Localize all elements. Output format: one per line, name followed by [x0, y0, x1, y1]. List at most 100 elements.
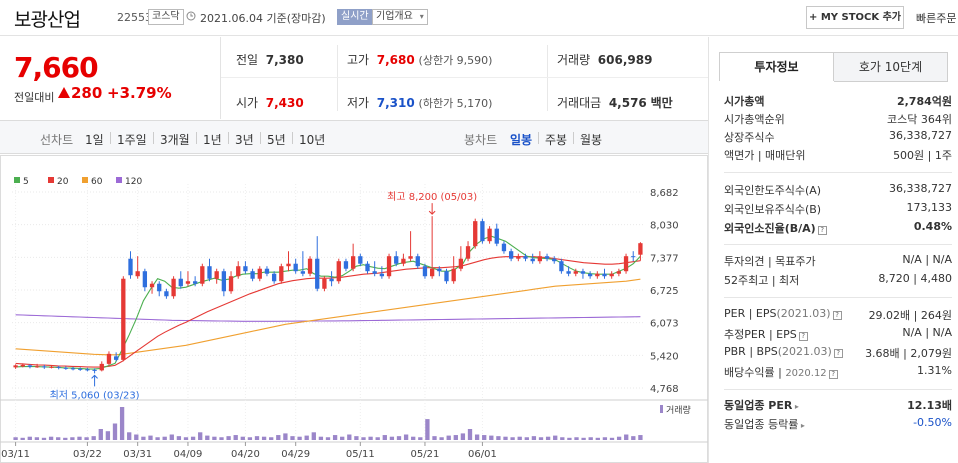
candle-body: [13, 365, 18, 368]
quick-order-link[interactable]: 빠른주문: [916, 12, 957, 25]
candle-body: [386, 256, 392, 277]
tab-3year[interactable]: 3년: [235, 133, 254, 147]
tab-5year[interactable]: 5년: [267, 133, 286, 147]
current-price: 7,660: [14, 51, 99, 84]
volume-bar: [517, 436, 522, 440]
volume-bar: [297, 436, 302, 440]
volume-bar: [503, 436, 508, 440]
stock-candle-chart[interactable]: 5 20 60 120 8,682 8,030 7,377 6,725 6,073 5,420 4,…: [0, 155, 708, 463]
help-icon[interactable]: ?: [833, 349, 843, 358]
clock-icon: [186, 11, 196, 24]
volume-bar: [155, 437, 160, 440]
volume-bar: [354, 436, 359, 440]
price-change: 280: [58, 84, 102, 102]
volume-bar: [616, 436, 622, 440]
candle-body: [343, 261, 349, 269]
tab-monthly[interactable]: 월봉: [580, 133, 603, 147]
prev-close: 전일 7,380: [236, 53, 304, 67]
estimated-per-row: 추정PER | EPS? N/A | N/A: [724, 326, 952, 341]
candle-body: [365, 263, 370, 272]
candle-body: [480, 221, 485, 242]
volume-bar: [496, 436, 501, 440]
stock-header: [0, 0, 958, 36]
volume-bar: [332, 435, 338, 440]
legend-swatch: [82, 177, 88, 183]
tab-1week[interactable]: 1주일: [117, 133, 147, 147]
candle-body: [552, 258, 557, 262]
company-overview-dropdown[interactable]: 기업개요 ▾: [372, 9, 428, 25]
candle-body: [595, 273, 600, 277]
volume-bar: [190, 436, 196, 440]
candle-body: [587, 273, 593, 277]
volume-bar: [368, 436, 373, 440]
tab-weekly[interactable]: 주봉: [545, 133, 568, 147]
ma5-line: [15, 235, 641, 370]
legend-swatch: [14, 177, 20, 183]
candle-body: [415, 256, 420, 267]
candle-body: [609, 273, 614, 277]
high-price: 고가 7,680 (상한가 9,590): [347, 53, 493, 67]
legend-swatch: [48, 177, 54, 183]
high-annotation: 최고 8,200 (05/03): [387, 191, 477, 203]
chevron-right-icon[interactable]: ▸: [792, 402, 799, 411]
realtime-badge[interactable]: 실시간: [337, 9, 373, 25]
candle-body: [157, 283, 162, 292]
candle-body: [422, 266, 428, 277]
candle-body: [264, 268, 270, 274]
candle-body: [214, 271, 219, 279]
volume-bar: [34, 437, 40, 440]
tab-1day[interactable]: 1일: [85, 133, 104, 147]
volume-bar: [48, 436, 54, 440]
volume-bar: [425, 419, 430, 440]
volume-bar: [247, 437, 253, 440]
candle-body: [142, 271, 148, 288]
low-price: 저가 7,310 (하한가 5,170): [347, 96, 493, 110]
volume-bar: [134, 434, 139, 440]
candle-body: [508, 251, 514, 259]
tab-1year[interactable]: 1년: [203, 133, 222, 147]
tab-3month[interactable]: 3개월: [160, 133, 190, 147]
help-icon[interactable]: ?: [798, 332, 808, 341]
candle-body: [128, 258, 133, 276]
candle-body: [329, 278, 334, 282]
help-icon[interactable]: ?: [817, 226, 827, 235]
trade-amount: 거래대금 4,576 백만: [557, 96, 673, 110]
candle-body: [638, 243, 643, 255]
candle-body: [336, 261, 341, 282]
candle-body: [221, 271, 227, 292]
volume-bar: [212, 436, 217, 440]
volume-bar: [545, 436, 551, 440]
tab-candle-chart[interactable]: 봉차트: [464, 133, 498, 147]
tab-orderbook-10[interactable]: 호가 10단계: [833, 52, 948, 82]
candle-body: [286, 263, 291, 267]
volume-bar: [361, 437, 366, 440]
volume-label: 거래량: [666, 404, 691, 416]
stock-name: 보광산업: [14, 9, 81, 31]
help-icon[interactable]: ?: [832, 311, 842, 320]
tab-investment-info[interactable]: 투자정보: [719, 52, 834, 82]
volume-bar: [105, 431, 111, 440]
tab-10year[interactable]: 10년: [299, 133, 326, 147]
candle-body: [70, 368, 76, 370]
candle-body: [451, 268, 456, 282]
candle-body: [207, 266, 212, 279]
company-overview-label: 기업개요: [376, 11, 413, 22]
candle-body: [56, 366, 61, 368]
up-triangle-icon: [58, 87, 70, 98]
chevron-right-icon[interactable]: ▸: [798, 421, 805, 430]
volume-bar: [98, 429, 103, 440]
candle-body: [494, 228, 499, 244]
candle-body: [501, 243, 507, 252]
tab-line-chart[interactable]: 선차트: [40, 133, 74, 147]
ma60-line: [15, 278, 641, 356]
add-mystock-button[interactable]: + MY STOCK 추가: [806, 6, 904, 29]
quote-grid: 전일 7,380 고가 7,680 (상한가 9,590) 거래량 606,98…: [220, 37, 709, 119]
volume-bar: [375, 437, 380, 440]
help-icon[interactable]: ?: [828, 370, 838, 379]
candle-body: [121, 278, 126, 360]
volume-bar: [311, 432, 316, 440]
volume-bar: [609, 437, 615, 440]
candle-body: [444, 271, 449, 282]
volume-bar: [77, 436, 82, 440]
tab-daily[interactable]: 일봉: [510, 133, 533, 147]
